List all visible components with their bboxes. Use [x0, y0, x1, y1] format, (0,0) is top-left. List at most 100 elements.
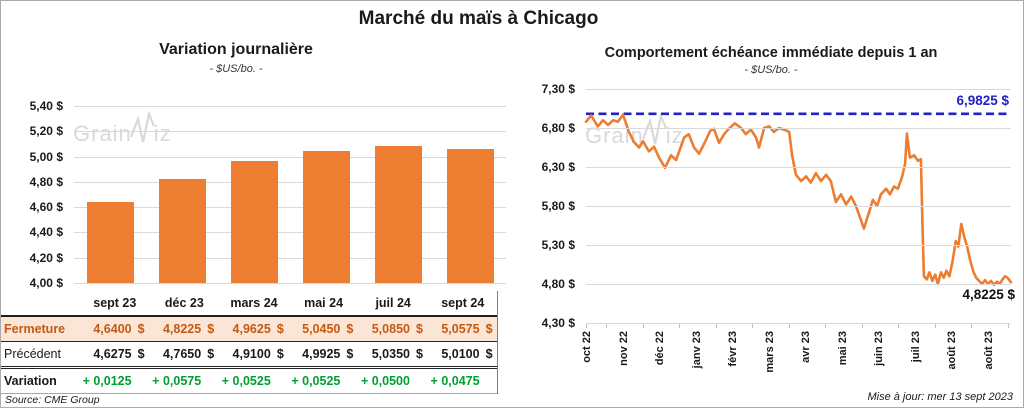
- price-table: sept 23 déc 23 mars 24 mai 24 juil 24 sept 24…: [1, 291, 498, 394]
- y-tick-label: 4,00 $: [29, 276, 63, 290]
- y-tick-label: 4,40 $: [29, 225, 63, 240]
- y-tick-label: 7,30 $: [541, 82, 575, 96]
- y-tick-label: 4,30 $: [541, 316, 575, 330]
- y-tick-label: 5,20 $: [29, 124, 63, 139]
- table-cell: 5,0450 $: [302, 322, 354, 336]
- y-tick-label: 5,40 $: [29, 99, 63, 113]
- x-tick-label: août 23: [982, 331, 995, 370]
- table-cell: + 0,0475: [430, 374, 480, 388]
- x-tick-label: août 23: [946, 331, 958, 370]
- row-label: Variation: [4, 374, 57, 388]
- table-row: Fermeture 4,6400 $ 4,8225 $ 4,9625 $ 5,0450 $ 5,0…: [1, 317, 497, 342]
- source-note: Source: CME Group: [5, 394, 100, 406]
- table-cell: 4,9100 $: [232, 347, 284, 361]
- table-cell: 4,8225 $: [162, 322, 215, 336]
- axis-tick: [971, 323, 973, 328]
- bar-sept 24: [446, 149, 494, 283]
- year-high-value-label: 6,9825 $: [956, 93, 1009, 108]
- table-cell: + 0,0575: [152, 374, 202, 388]
- watermark-text-left: Grain: [73, 121, 132, 146]
- column-header: sept 23: [93, 296, 137, 310]
- table-cell: 4,9625 $: [232, 322, 284, 336]
- line-chart-subtitle: - $US/bo. -: [744, 64, 798, 76]
- axis-tick: [586, 323, 587, 328]
- x-tick-label: oct 22: [581, 331, 593, 363]
- table-cell: 4,9925 $: [302, 347, 354, 361]
- x-tick-label: mars 23: [763, 331, 776, 373]
- x-tick-label: mai 23: [836, 331, 849, 366]
- table-cell: 4,7650 $: [162, 347, 215, 361]
- gridline: [586, 128, 1011, 129]
- column-header: déc 23: [164, 296, 204, 310]
- y-tick-label: 4,60 $: [29, 200, 63, 215]
- gridline: [586, 89, 1011, 90]
- axis-tick: [679, 323, 681, 328]
- gridline: [74, 156, 506, 158]
- gridline: [586, 245, 1011, 246]
- axis-tick: [788, 323, 790, 328]
- bar-chart-title: Variation journalière: [159, 41, 313, 58]
- gridline: [74, 131, 506, 133]
- line-y-axis: 7,30 $ 6,80 $ 6,30 $ 5,80 $ 5,30 $ 4,80 $ 4,30…: [517, 82, 575, 330]
- table-cell: 5,0350 $: [371, 347, 423, 361]
- page-title: Marché du maïs à Chicago: [358, 8, 599, 29]
- axis-tick: [898, 323, 900, 328]
- bar-déc 23: [158, 179, 206, 283]
- line-x-axis: oct 22 nov 22 déc 22 janv 23 févr 23 mars 23 a…: [581, 323, 1011, 391]
- x-tick-label: févr 23: [727, 331, 739, 367]
- axis-tick: [715, 323, 717, 328]
- table-cell: 5,0100 $: [441, 347, 493, 361]
- bar-sept 23: [86, 202, 134, 283]
- table-cell: + 0,0525: [221, 374, 271, 388]
- axis-tick: [642, 323, 644, 328]
- bar-plot: [74, 106, 506, 284]
- price-line: [584, 113, 1013, 287]
- bar-y-axis: 5,40 $ 5,20 $ 5,00 $ 4,80 $ 4,60 $ 4,40 $ 4,20…: [7, 99, 63, 290]
- y-tick-label: 5,00 $: [29, 149, 63, 164]
- y-tick-label: 4,20 $: [29, 250, 63, 265]
- updated-note: Mise à jour: mer 13 sept 2023: [867, 391, 1013, 403]
- gridline: [74, 257, 506, 259]
- gridline: [74, 181, 506, 183]
- watermark-zigzag-icon: [641, 112, 667, 147]
- y-tick-label: 6,80 $: [541, 121, 575, 135]
- x-tick-label: avr 23: [800, 331, 812, 363]
- column-header: juil 24: [375, 296, 411, 310]
- axis-tick: [752, 323, 754, 328]
- column-header: mars 24: [230, 296, 278, 310]
- table-cell: 4,6275 $: [93, 347, 145, 361]
- gridline: [74, 283, 506, 284]
- x-tick-label: juin 23: [873, 331, 885, 366]
- bar-juil 24: [374, 145, 422, 283]
- watermark-zigzag-icon: [129, 110, 155, 145]
- y-tick-label: 4,80 $: [29, 174, 63, 189]
- bar-mai 24: [302, 150, 350, 283]
- grainwiz-watermark: Grain iz: [73, 110, 172, 146]
- y-tick-label: 4,80 $: [541, 277, 575, 291]
- last-value-label: 4,8225 $: [962, 287, 1015, 302]
- table-cell: + 0,0525: [291, 374, 341, 388]
- table-row: Variation + 0,0125 + 0,0575 + 0,0525 + 0,052…: [1, 369, 497, 394]
- line-chart-title: Comportement échéance immédiate depuis 1…: [604, 45, 938, 61]
- table-cell: + 0,0125: [82, 374, 132, 388]
- x-tick-label: janv 23: [690, 331, 703, 369]
- axis-tick: [934, 323, 936, 328]
- x-tick-label: déc 22: [654, 331, 666, 366]
- table-cell: + 0,0500: [360, 374, 410, 388]
- axis-tick: [825, 323, 827, 328]
- gridline: [586, 284, 1011, 285]
- row-label: Précédent: [4, 347, 61, 361]
- watermark-text-right: iz: [665, 123, 684, 148]
- bar-chart-subtitle: - $US/bo. -: [209, 63, 263, 75]
- axis-tick: [861, 323, 863, 328]
- gridline: [586, 323, 1011, 324]
- table-row: Précédent 4,6275 $ 4,7650 $ 4,9100 $ 4,9925 $ 5,0…: [1, 342, 497, 369]
- x-tick-label: nov 22: [617, 331, 630, 366]
- gridline: [74, 106, 506, 107]
- table-cell: 4,6400 $: [93, 322, 145, 336]
- y-tick-label: 6,30 $: [541, 160, 575, 174]
- gridline: [586, 206, 1011, 207]
- table-cell: 5,0575 $: [441, 322, 493, 336]
- axis-tick: [1007, 323, 1009, 328]
